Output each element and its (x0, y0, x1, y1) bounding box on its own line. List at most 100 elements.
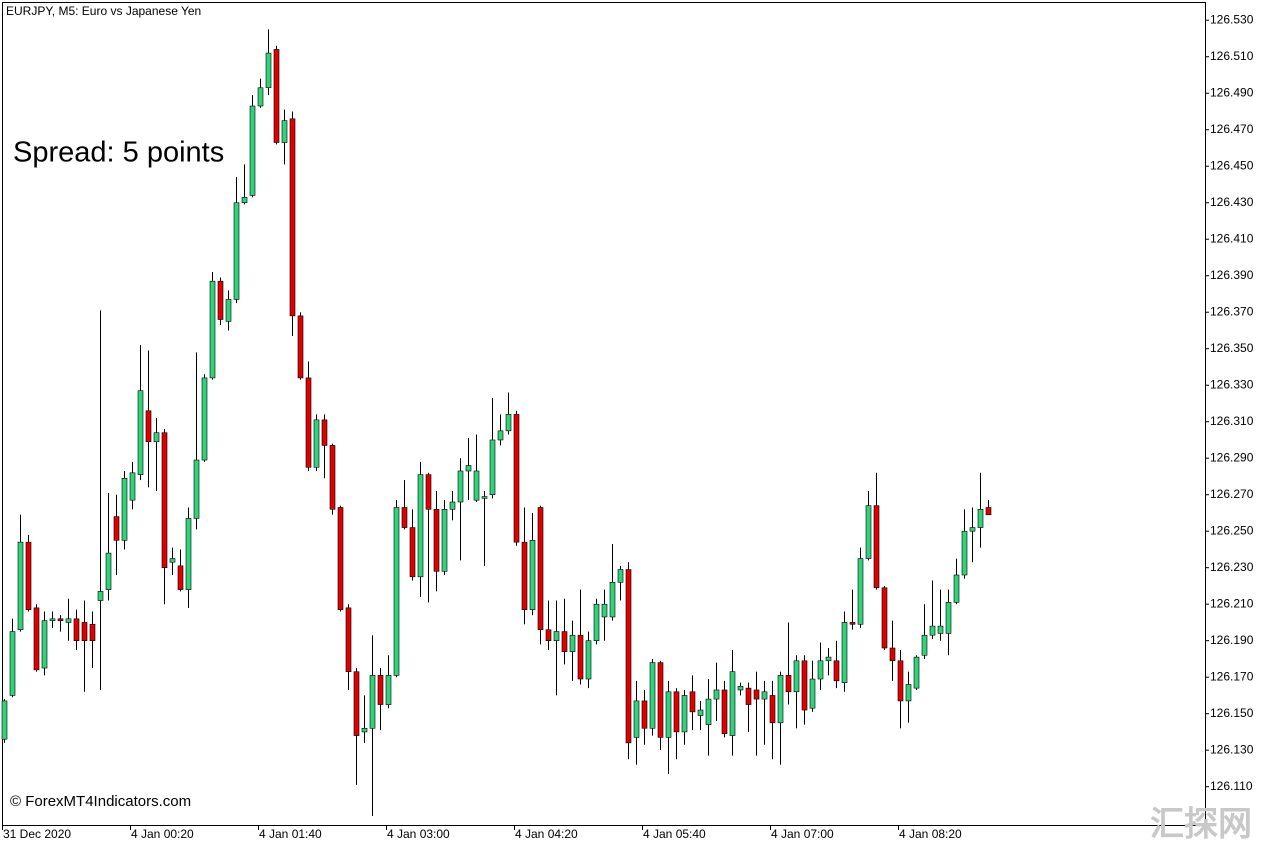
candle-body-down (673, 691, 680, 733)
candle-body-up (681, 695, 688, 733)
candle-body-down (337, 507, 344, 610)
candle-body-down (545, 629, 552, 641)
x-tick-label: 4 Jan 03:00 (387, 827, 450, 841)
candle-body-up (281, 120, 288, 143)
candle-body-up (417, 474, 424, 578)
candle-body-up (617, 569, 624, 583)
candle-body-down (745, 687, 752, 705)
candle-body-down (521, 541, 528, 610)
candle-body-up (865, 505, 872, 559)
candle-body-down (641, 700, 648, 729)
candle-body-down (305, 377, 312, 468)
candle-body-down (177, 565, 184, 590)
candle-body-up (593, 603, 600, 641)
candle-body-up (529, 540, 536, 610)
candle-body-up (777, 675, 784, 724)
candle-body-down (321, 419, 328, 446)
candle-body-down (769, 695, 776, 724)
candle-body-down (537, 507, 544, 631)
candle-body-down (81, 622, 88, 641)
candle-body-down (881, 587, 888, 649)
candle-body-up (361, 727, 368, 733)
candle-body-up (977, 509, 984, 528)
candle-body-down (401, 507, 408, 528)
y-tick-label: 126.530 (1210, 12, 1254, 26)
candle-body-up (121, 477, 128, 541)
candle-body-up (41, 620, 48, 669)
candle-body-up (49, 618, 56, 621)
candle-body-up (369, 675, 376, 729)
candle-body-up (65, 618, 72, 623)
candle-body-up (585, 640, 592, 680)
candle-body-down (329, 445, 336, 510)
candle-body-up (809, 678, 816, 709)
candle-body-down (785, 675, 792, 693)
candle-body-up (497, 430, 504, 441)
candle-body-up (969, 527, 976, 532)
y-tick-label: 126.470 (1210, 122, 1254, 136)
candle-body-up (465, 465, 472, 472)
candle-body-up (481, 496, 488, 499)
candle-body-up (105, 552, 112, 590)
y-tick-label: 126.430 (1210, 195, 1254, 209)
candle-body-up (841, 622, 848, 683)
candle-body-down (89, 623, 96, 641)
chart-title: EURJPY, M5: Euro vs Japanese Yen (6, 4, 201, 18)
candle-body-down (577, 634, 584, 680)
candle-body-up (137, 390, 144, 475)
candle-body-up (913, 656, 920, 689)
candle-body-up (761, 691, 768, 700)
y-tick-label: 126.170 (1210, 669, 1254, 683)
candle-body-up (9, 631, 16, 696)
watermark: 汇探网 (1150, 805, 1252, 845)
y-tick-label: 126.150 (1210, 706, 1254, 720)
candle-body-down (377, 675, 384, 705)
candle-body-up (233, 202, 240, 300)
candle-body-down (345, 607, 352, 673)
candle-body-up (569, 634, 576, 652)
candle-body-down (113, 516, 120, 541)
candle-body-down (625, 569, 632, 744)
y-tick-label: 126.490 (1210, 85, 1254, 99)
candle-body-up (665, 691, 672, 738)
candle-body-up (857, 558, 864, 625)
candle-body-up (929, 625, 936, 636)
candle-body-up (825, 656, 832, 662)
candle-body-down (73, 618, 80, 641)
candle-body-up (553, 631, 560, 641)
candle-body-down (433, 509, 440, 572)
candle-body-up (697, 709, 704, 716)
y-tick-label: 126.210 (1210, 596, 1254, 610)
candle-body-down (25, 541, 32, 610)
candle-body-up (489, 439, 496, 496)
candle-body-down (353, 671, 360, 736)
y-tick-label: 126.130 (1210, 742, 1254, 756)
candle-body-up (473, 470, 480, 501)
candle-body-up (601, 603, 608, 618)
candles (1, 29, 992, 816)
y-tick-label: 126.110 (1210, 779, 1253, 793)
candle-body-up (17, 541, 24, 631)
candle-body-up (241, 196, 248, 204)
candle-body-up (945, 602, 952, 634)
candle-body-down (145, 410, 152, 443)
candle-body-down (833, 660, 840, 682)
candle-body-up (1, 700, 8, 740)
candle-body-down (217, 280, 224, 320)
candle-body-up (449, 501, 456, 510)
candle-body-up (713, 689, 720, 700)
candle-body-down (273, 49, 280, 143)
candle-body-up (129, 472, 136, 501)
candle-body-up (169, 558, 176, 563)
candle-body-down (897, 660, 904, 702)
candle-body-up (937, 625, 944, 634)
x-tick-label: 4 Jan 05:40 (643, 827, 706, 841)
candle-body-up (961, 530, 968, 576)
candle-body-up (97, 591, 104, 601)
candle-body-up (385, 675, 392, 705)
x-tick-label: 4 Jan 00:20 (131, 827, 194, 841)
y-tick-label: 126.270 (1210, 487, 1254, 501)
y-tick-label: 126.350 (1210, 341, 1254, 355)
candle-body-down (849, 622, 856, 625)
